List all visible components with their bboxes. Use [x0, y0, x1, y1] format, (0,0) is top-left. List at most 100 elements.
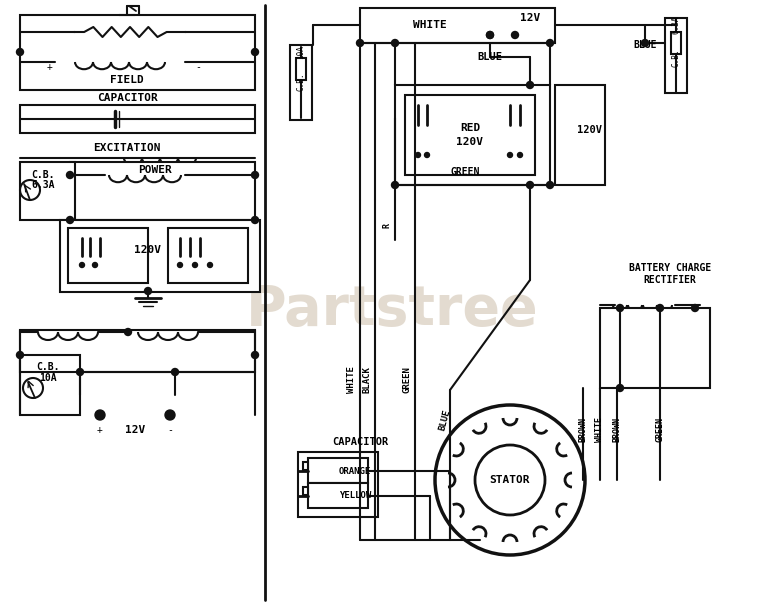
Text: ORANGE: ORANGE [339, 467, 371, 476]
Text: C.B.: C.B. [672, 49, 681, 67]
Bar [20, 105, 255, 133]
Circle shape [193, 262, 198, 268]
Text: BLACK: BLACK [362, 367, 372, 393]
Bar [296, 58, 306, 80]
Circle shape [93, 262, 97, 268]
Bar [20, 162, 75, 220]
Circle shape [252, 217, 259, 223]
Bar [671, 32, 681, 54]
Text: BLUE: BLUE [633, 40, 657, 50]
Circle shape [616, 304, 623, 312]
Circle shape [177, 262, 183, 268]
Text: 120V: 120V [456, 137, 484, 147]
Text: +: + [47, 62, 53, 72]
Circle shape [641, 40, 648, 46]
Text: STATOR: STATOR [490, 475, 530, 485]
Bar [20, 15, 255, 90]
Text: 6.3A: 6.3A [31, 180, 55, 190]
Text: WHITE: WHITE [347, 367, 357, 393]
Circle shape [95, 410, 105, 420]
Circle shape [67, 171, 74, 179]
Text: 12V: 12V [520, 13, 540, 23]
Bar [60, 220, 260, 292]
Circle shape [125, 329, 132, 336]
Text: BLUE: BLUE [438, 409, 452, 431]
Circle shape [527, 82, 533, 88]
Text: 10A: 10A [296, 45, 306, 59]
Text: -: - [167, 425, 173, 435]
Bar [298, 452, 378, 517]
Circle shape [487, 32, 493, 38]
Circle shape [67, 217, 74, 223]
Circle shape [656, 304, 663, 312]
Text: C.B.: C.B. [31, 170, 55, 180]
Text: EXCITATION: EXCITATION [93, 143, 161, 153]
Circle shape [165, 410, 175, 420]
Circle shape [424, 152, 430, 157]
Circle shape [252, 49, 259, 56]
Circle shape [252, 171, 259, 179]
Text: RECTIFIER: RECTIFIER [644, 275, 696, 285]
Circle shape [487, 32, 493, 38]
Circle shape [517, 152, 522, 157]
Bar [555, 85, 605, 185]
Circle shape [391, 40, 398, 46]
Text: BROWN: BROWN [579, 417, 587, 442]
Text: POWER: POWER [138, 165, 172, 175]
Text: GREEN: GREEN [655, 417, 665, 442]
Text: BROWN: BROWN [612, 417, 622, 442]
Text: WHITE: WHITE [596, 417, 604, 442]
Bar [600, 308, 710, 388]
Circle shape [16, 351, 24, 359]
Circle shape [16, 49, 24, 56]
Text: 6.3A: 6.3A [672, 16, 681, 34]
Text: +: + [97, 425, 103, 435]
Bar [20, 330, 255, 372]
Circle shape [77, 368, 84, 376]
Text: 12V: 12V [125, 425, 145, 435]
Circle shape [546, 40, 554, 46]
Circle shape [511, 32, 518, 38]
Text: 10A: 10A [39, 373, 56, 383]
Bar [290, 45, 312, 120]
Text: C.B.: C.B. [36, 362, 60, 372]
Text: YELLOW: YELLOW [339, 492, 371, 500]
Circle shape [79, 262, 85, 268]
Circle shape [507, 152, 513, 157]
Text: -: - [195, 62, 201, 72]
Circle shape [391, 182, 398, 188]
Text: RED: RED [460, 123, 480, 133]
Text: Partstree: Partstree [245, 283, 539, 337]
Text: BATTERY CHARGE: BATTERY CHARGE [629, 263, 711, 273]
Circle shape [546, 182, 554, 188]
Text: R: R [383, 223, 391, 228]
Circle shape [208, 262, 212, 268]
Circle shape [172, 368, 179, 376]
Text: 120V: 120V [135, 245, 162, 255]
Bar [303, 487, 308, 495]
Bar [405, 95, 535, 175]
Bar [308, 458, 368, 483]
Bar [395, 85, 550, 185]
Circle shape [527, 182, 533, 188]
Text: 120V: 120V [578, 125, 602, 135]
Text: BLUE: BLUE [477, 52, 503, 62]
Circle shape [691, 304, 699, 312]
Circle shape [357, 40, 364, 46]
Circle shape [416, 152, 420, 157]
Text: WHITE: WHITE [413, 20, 447, 30]
Text: GREEN: GREEN [402, 367, 412, 393]
Text: CAPACITOR: CAPACITOR [96, 93, 158, 103]
Bar [665, 18, 687, 93]
Bar [20, 355, 80, 415]
Bar [68, 228, 148, 283]
Bar [308, 483, 368, 508]
Text: FIELD: FIELD [110, 75, 144, 85]
Text: C.B.: C.B. [296, 73, 306, 92]
Bar [303, 462, 308, 470]
Bar [168, 228, 248, 283]
Circle shape [252, 351, 259, 359]
Text: CAPACITOR: CAPACITOR [332, 437, 388, 447]
Circle shape [616, 384, 623, 392]
Bar [70, 162, 255, 220]
